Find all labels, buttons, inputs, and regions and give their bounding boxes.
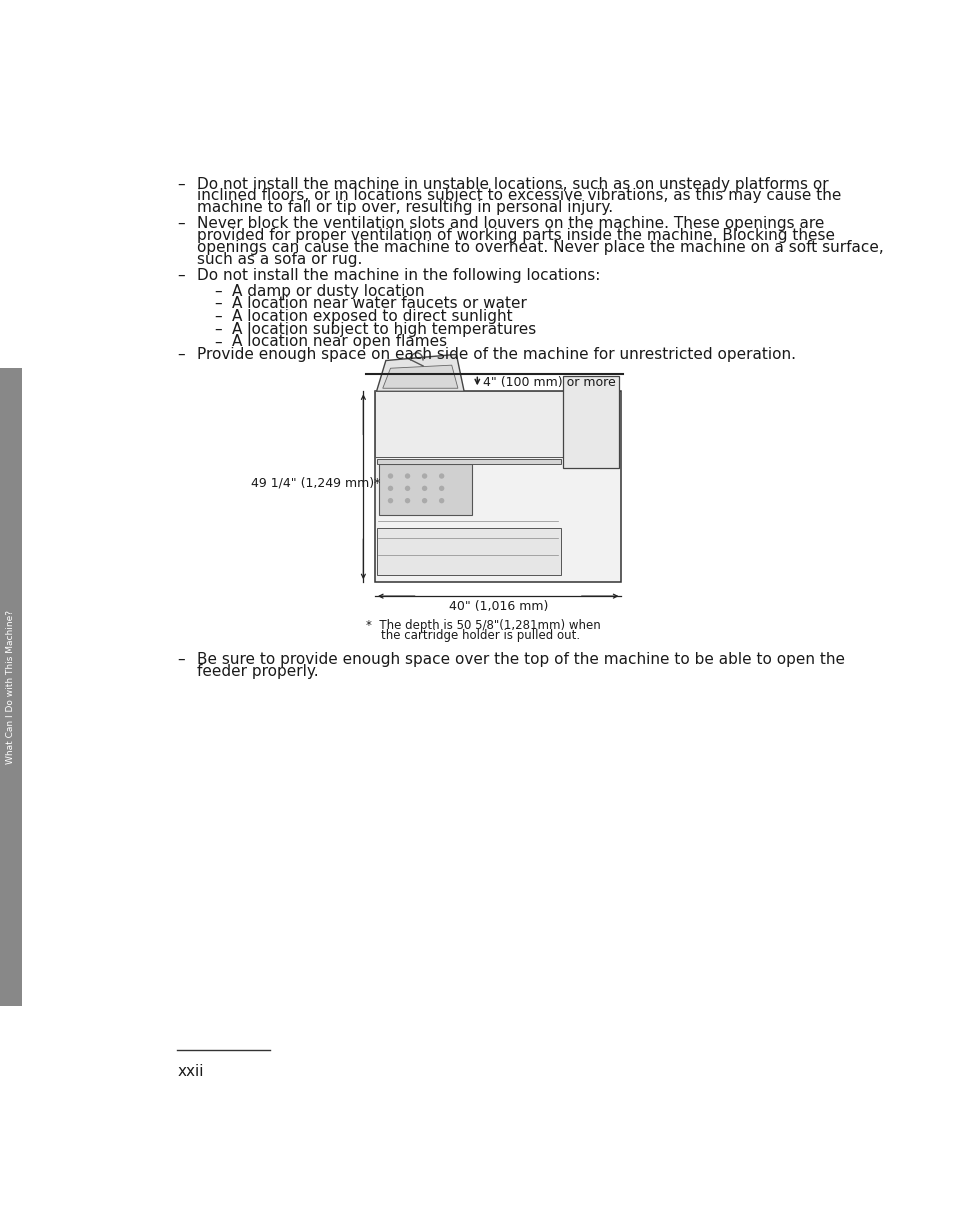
Polygon shape — [376, 355, 464, 391]
Text: 40" (1,016 mm): 40" (1,016 mm) — [448, 600, 547, 614]
Text: 49 1/4" (1,249 mm)*: 49 1/4" (1,249 mm)* — [251, 476, 380, 490]
Text: –: – — [213, 321, 221, 336]
Circle shape — [421, 486, 427, 491]
Circle shape — [387, 474, 393, 479]
Text: A location subject to high temperatures: A location subject to high temperatures — [232, 321, 536, 336]
Circle shape — [387, 486, 393, 491]
Text: *  The depth is 50 5/8"(1,281mm) when: * The depth is 50 5/8"(1,281mm) when — [365, 620, 599, 632]
Bar — [375, 391, 617, 456]
Text: Be sure to provide enough space over the top of the machine to be able to open t: Be sure to provide enough space over the… — [196, 652, 843, 666]
Text: Provide enough space on each side of the machine for unrestricted operation.: Provide enough space on each side of the… — [196, 347, 795, 362]
Text: –: – — [177, 267, 185, 282]
Text: feeder properly.: feeder properly. — [196, 664, 318, 679]
Circle shape — [404, 474, 410, 479]
Bar — [378, 465, 472, 514]
Text: inclined floors, or in locations subject to excessive vibrations, as this may ca: inclined floors, or in locations subject… — [196, 189, 841, 204]
Text: A location near open flames: A location near open flames — [232, 334, 446, 350]
Text: A location exposed to direct sunlight: A location exposed to direct sunlight — [232, 309, 512, 324]
Circle shape — [438, 474, 444, 479]
Bar — [562, 375, 618, 469]
Text: A damp or dusty location: A damp or dusty location — [232, 283, 424, 298]
Circle shape — [404, 498, 410, 503]
Text: Never block the ventilation slots and louvers on the machine. These openings are: Never block the ventilation slots and lo… — [196, 216, 823, 231]
Circle shape — [404, 486, 410, 491]
Text: machine to fall or tip over, resulting in personal injury.: machine to fall or tip over, resulting i… — [196, 200, 612, 216]
Text: –: – — [177, 652, 185, 666]
Text: openings can cause the machine to overheat. Never place the machine on a soft su: openings can cause the machine to overhe… — [196, 240, 882, 255]
Text: xxii: xxii — [177, 1064, 204, 1079]
Circle shape — [421, 474, 427, 479]
Text: –: – — [177, 177, 185, 191]
Text: provided for proper ventilation of working parts inside the machine. Blocking th: provided for proper ventilation of worki… — [196, 228, 834, 243]
Text: –: – — [177, 216, 185, 231]
Text: –: – — [177, 347, 185, 362]
Text: –: – — [213, 283, 221, 298]
FancyBboxPatch shape — [0, 330, 23, 1044]
Text: A location near water faucets or water: A location near water faucets or water — [232, 296, 526, 312]
Polygon shape — [382, 366, 457, 388]
Text: What Can I Do with This Machine?: What Can I Do with This Machine? — [7, 610, 15, 764]
Bar — [376, 459, 560, 465]
Text: Do not install the machine in unstable locations, such as on unsteady platforms : Do not install the machine in unstable l… — [196, 177, 827, 191]
Circle shape — [438, 498, 444, 503]
Bar — [375, 391, 620, 583]
Text: –: – — [213, 296, 221, 312]
Text: such as a sofa or rug.: such as a sofa or rug. — [196, 252, 362, 267]
Text: the cartridge holder is pulled out.: the cartridge holder is pulled out. — [365, 629, 579, 642]
Text: –: – — [213, 309, 221, 324]
Circle shape — [438, 486, 444, 491]
Text: 4" (100 mm) or more: 4" (100 mm) or more — [483, 375, 616, 389]
Text: Do not install the machine in the following locations:: Do not install the machine in the follow… — [196, 267, 599, 282]
Text: –: – — [213, 334, 221, 350]
Circle shape — [387, 498, 393, 503]
Bar — [376, 529, 560, 574]
Circle shape — [421, 498, 427, 503]
